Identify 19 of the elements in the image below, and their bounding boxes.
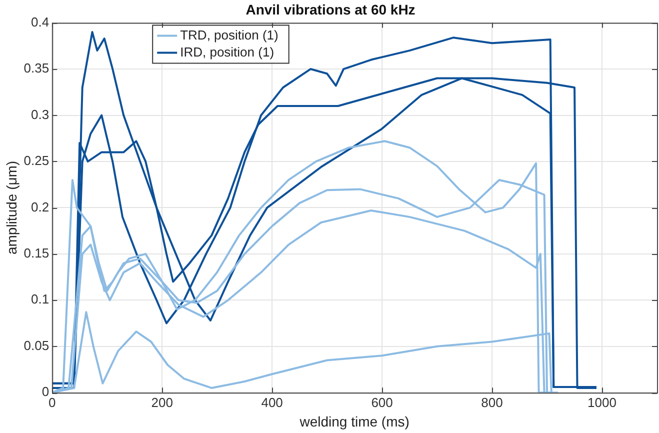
x-axis-title: welding time (ms): [298, 413, 410, 430]
x-tick-label: 600: [371, 394, 393, 410]
y-tick-label: 0.1: [31, 292, 50, 307]
y-tick-label: 0.35: [24, 60, 50, 76]
y-tick-label: 0.15: [24, 246, 50, 261]
x-tick-label: 200: [151, 394, 173, 410]
x-tick-label: 800: [481, 394, 503, 410]
y-axis-title: amplitude (μm): [3, 160, 20, 255]
y-tick-label: 0.3: [31, 106, 50, 122]
x-tick-label: 1000: [588, 394, 616, 410]
x-tick-label: 400: [261, 394, 283, 410]
y-tick-label: 0.25: [24, 153, 50, 168]
y-tick-label: 0.05: [24, 338, 50, 353]
legend-label: TRD, position (1): [180, 27, 278, 42]
chart-title: Anvil vibrations at 60 kHz: [246, 1, 416, 18]
y-tick-label: 0.2: [31, 199, 50, 214]
legend-label: IRD, position (1): [180, 44, 274, 60]
y-tick-label: 0.4: [31, 14, 50, 30]
y-tick-label: 0: [42, 384, 50, 400]
